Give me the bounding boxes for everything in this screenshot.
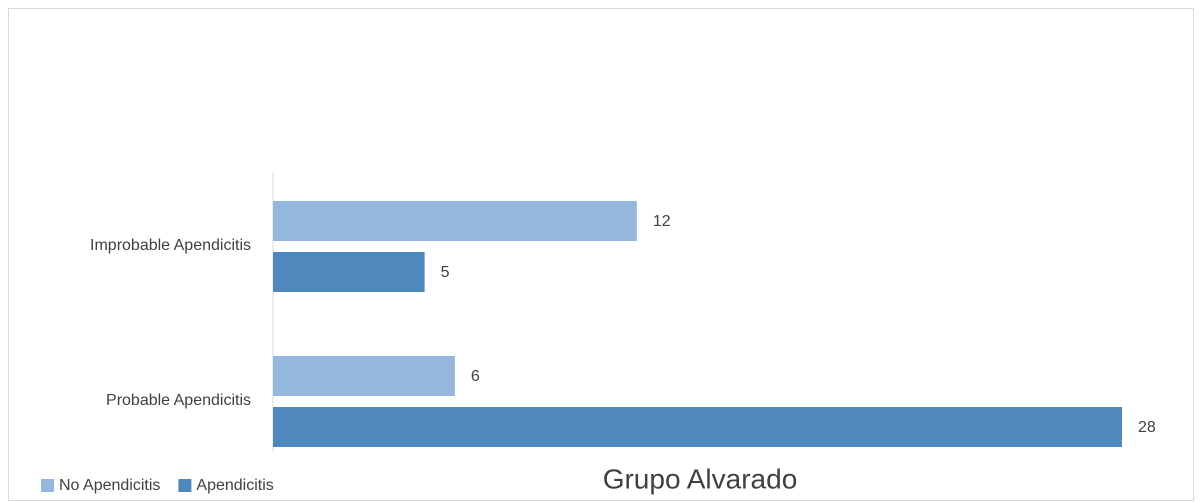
legend-swatch [41, 479, 54, 492]
data-label: 12 [653, 213, 671, 230]
y-tick-label: Improbable Apendicitis [90, 237, 251, 254]
legend-label: No Apendicitis [59, 477, 160, 494]
legend-label: Apendicitis [196, 477, 273, 494]
data-label: 5 [441, 264, 450, 281]
legend-swatch [178, 479, 192, 492]
bar [273, 252, 425, 292]
chart-title: Grupo Alvarado [603, 463, 798, 494]
chart-frame [8, 8, 1194, 501]
data-label: 6 [471, 368, 480, 385]
bar [273, 407, 1122, 447]
bar [273, 201, 637, 241]
y-tick-label: Probable Apendicitis [106, 392, 251, 409]
data-label: 28 [1138, 419, 1156, 436]
bar [273, 356, 455, 396]
